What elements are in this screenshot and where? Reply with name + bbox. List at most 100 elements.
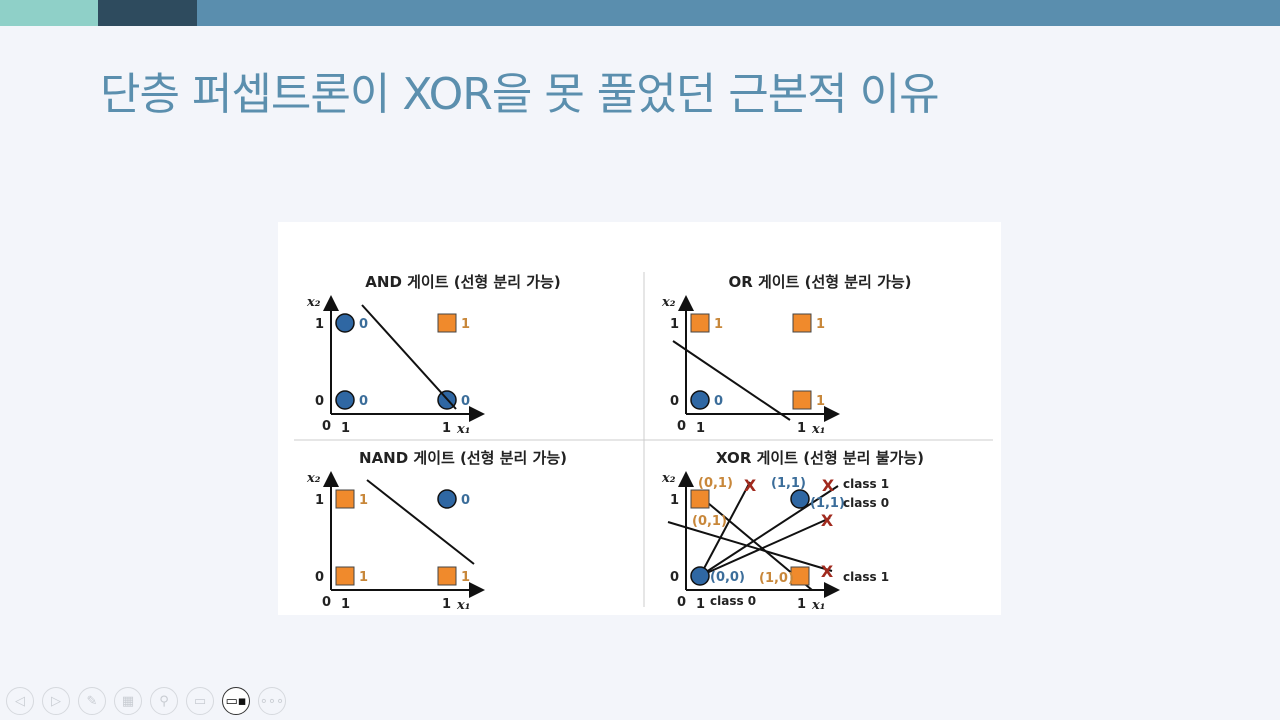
next-icon: ▷ [51, 693, 61, 709]
subtitle-icon: ▭ [193, 693, 207, 709]
y-tick-0: 0 [315, 570, 324, 585]
cross-mark: X [822, 476, 835, 495]
output-label: 1 [461, 317, 470, 332]
panel-title: AND 게이트 (선형 분리 가능) [365, 273, 560, 291]
class-1-square [792, 390, 812, 410]
output-label: 0 [714, 394, 723, 409]
y-tick-0: 0 [670, 570, 679, 585]
perceptron-gates-diagram: AND 게이트 (선형 분리 가능) x₂ x₁ 0 1 1 1 0 0 0 0 1 OR 게이트 (선… [278, 222, 1001, 615]
camera-button[interactable]: ▭▪ [222, 687, 250, 715]
output-label: 1 [714, 317, 723, 332]
output-label: 1 [461, 570, 470, 585]
point-label: (0,1) [692, 514, 727, 529]
trial-line [699, 485, 839, 577]
y-tick-1: 1 [670, 493, 679, 508]
slides-button[interactable]: ▦ [114, 687, 142, 715]
more-button[interactable]: ∘∘∘ [258, 687, 286, 715]
x-tick-1: 1 [797, 421, 806, 436]
y-tick-0: 0 [670, 394, 679, 409]
panel-title: XOR 게이트 (선형 분리 불가능) [716, 449, 924, 467]
y-axis-label: x₂ [306, 295, 321, 310]
point-label: (1,1) [771, 476, 806, 491]
origin-label: 0 [322, 595, 331, 610]
slide-title: 단층 퍼셉트론이 XOR을 못 풀었던 근본적 이유 [100, 69, 940, 120]
zoom-button[interactable]: ⚲ [150, 687, 178, 715]
prev-button[interactable]: ◁ [6, 687, 34, 715]
x-tick-1: 1 [442, 421, 451, 436]
x-axis-label: x₁ [811, 422, 825, 437]
origin-label: 0 [322, 419, 331, 434]
class-0-circle [690, 566, 710, 586]
y-tick-1: 1 [670, 317, 679, 332]
cross-mark: X [744, 476, 757, 495]
header-bar-main [197, 0, 1280, 26]
trial-line [699, 517, 831, 577]
output-label: 1 [359, 493, 368, 508]
y-tick-1: 1 [315, 493, 324, 508]
y-tick-1: 1 [315, 317, 324, 332]
y-tick-0: 0 [315, 394, 324, 409]
y-axis-label: x₂ [661, 295, 676, 310]
output-label: 1 [359, 570, 368, 585]
class-1-square [792, 313, 812, 333]
trial-line [699, 481, 751, 577]
next-button[interactable]: ▷ [42, 687, 70, 715]
output-label: 0 [461, 493, 470, 508]
x-axis-label: x₁ [456, 598, 470, 613]
class-1-square [437, 313, 457, 333]
class-label: class 1 [843, 477, 889, 491]
origin-label: 0 [677, 595, 686, 610]
class-0-circle [335, 313, 355, 333]
class-1-square [690, 489, 710, 509]
class-1-square [437, 566, 457, 586]
decision-line [366, 479, 475, 565]
x-tick-1: 1 [797, 597, 806, 612]
prev-icon: ◁ [15, 693, 25, 709]
class-1-square [790, 566, 810, 586]
class-0-circle [437, 489, 457, 509]
panel-title: OR 게이트 (선형 분리 가능) [728, 273, 911, 291]
x-tick-1: 1 [442, 597, 451, 612]
camera-icon: ▭▪ [225, 693, 247, 709]
header-bar-light [0, 0, 98, 26]
point-label: (0,0) [710, 570, 745, 585]
class-0-circle [335, 390, 355, 410]
class-1-square [335, 566, 355, 586]
output-label: 0 [461, 394, 470, 409]
x-tick-1: 1 [341, 597, 350, 612]
presentation-toolbar: ◁ ▷ ✎ ▦ ⚲ ▭ ▭▪ ∘∘∘ [6, 687, 286, 715]
zoom-icon: ⚲ [159, 693, 169, 709]
point-label: (0,1) [698, 476, 733, 491]
output-label: 0 [359, 317, 368, 332]
slides-icon: ▦ [121, 693, 135, 709]
y-axis-label: x₂ [661, 471, 676, 486]
class-0-circle [690, 390, 710, 410]
cross-mark: X [821, 562, 834, 581]
decision-line [361, 304, 457, 410]
class-label: class 0 [710, 594, 756, 608]
pen-button[interactable]: ✎ [78, 687, 106, 715]
x-tick-1: 1 [696, 421, 705, 436]
output-label: 1 [816, 394, 825, 409]
y-axis-label: x₂ [306, 471, 321, 486]
output-label: 0 [359, 394, 368, 409]
output-label: 1 [816, 317, 825, 332]
class-0-circle [790, 489, 810, 509]
header-bar-dark [98, 0, 197, 26]
class-label: class 0 [843, 496, 889, 510]
pen-icon: ✎ [86, 693, 98, 709]
x-axis-label: x₁ [811, 598, 825, 613]
origin-label: 0 [677, 419, 686, 434]
panel-title: NAND 게이트 (선형 분리 가능) [359, 449, 567, 467]
point-label: (1,1) [810, 496, 845, 511]
class-label: class 1 [843, 570, 889, 584]
subtitle-button[interactable]: ▭ [186, 687, 214, 715]
x-tick-1: 1 [341, 421, 350, 436]
class-1-square [335, 489, 355, 509]
decision-line [672, 340, 791, 421]
cross-mark: X [821, 511, 834, 530]
trial-line [667, 521, 833, 572]
more-icon: ∘∘∘ [259, 693, 285, 709]
x-axis-label: x₁ [456, 422, 470, 437]
